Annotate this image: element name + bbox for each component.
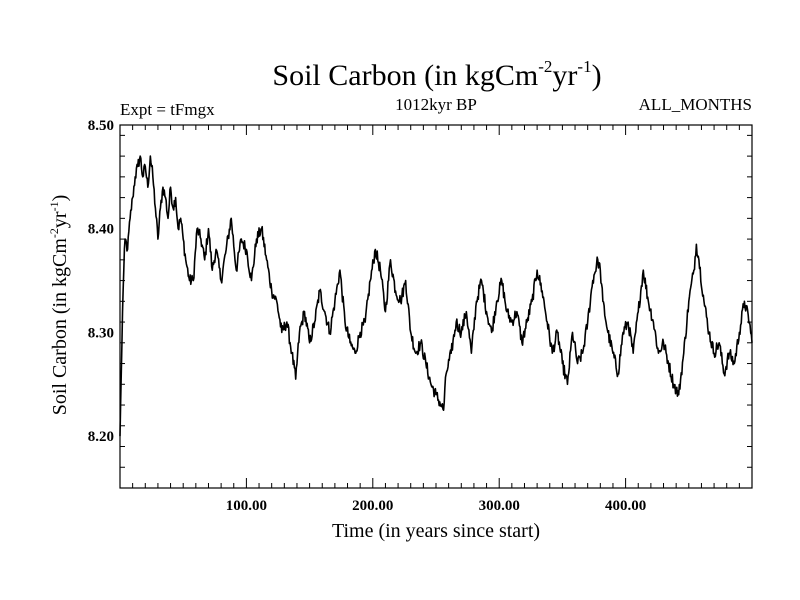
chart-title: Soil Carbon (in kgCm-2yr-1) xyxy=(272,57,601,92)
x-tick-label: 200.00 xyxy=(352,498,393,514)
axis-ticks xyxy=(119,125,753,489)
tick-labels: 100.00 200.00 300.00 400.00 8.20 8.30 8.40 8.50 xyxy=(88,118,646,514)
y-axis-label: Soil Carbon (in kgCm-2yr-1) xyxy=(47,195,71,416)
y-tick-label: 8.40 xyxy=(88,222,114,238)
y-tick-label: 8.50 xyxy=(88,118,114,134)
experiment-label: Expt = tFmgx xyxy=(120,100,215,119)
y-tick-label: 8.20 xyxy=(88,429,114,445)
x-tick-label: 300.00 xyxy=(479,498,520,514)
plot-frame xyxy=(119,124,753,489)
x-axis-label: Time (in years since start) xyxy=(332,520,540,542)
months-label: ALL_MONTHS xyxy=(639,95,752,114)
x-tick-label: 400.00 xyxy=(605,498,646,514)
y-tick-label: 8.30 xyxy=(88,325,114,341)
x-tick-label: 100.00 xyxy=(226,498,267,514)
soil-carbon-series-line xyxy=(119,155,753,437)
period-label: 1012kyr BP xyxy=(395,95,477,114)
